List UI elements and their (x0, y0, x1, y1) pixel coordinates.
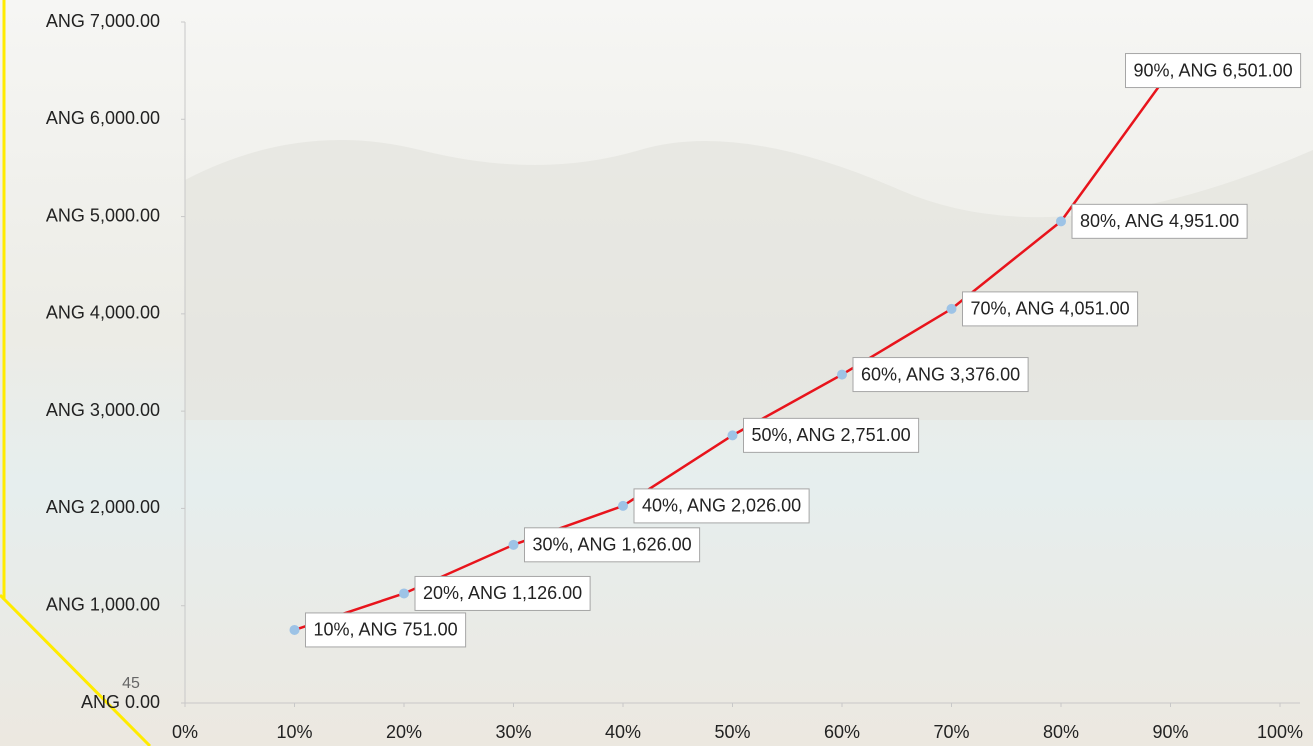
data-label-box (633, 488, 810, 524)
y-tick-label: ANG 5,000.00 (46, 205, 160, 225)
x-tick-label: 40% (605, 722, 641, 742)
marker (837, 369, 847, 380)
x-tick-label: 80% (1043, 722, 1079, 742)
marker (1056, 216, 1066, 227)
marker (946, 303, 957, 314)
marker (508, 539, 519, 550)
marker (289, 624, 300, 635)
x-tick-label: 0% (172, 722, 198, 742)
data-label: 40%, ANG 2,026.00 (642, 496, 801, 516)
x-tick-label: 10% (276, 722, 312, 742)
y-tick-label: ANG 7,000.00 (46, 11, 160, 31)
data-label: 70%, ANG 4,051.00 (971, 299, 1130, 319)
x-tick-label: 20% (386, 722, 422, 742)
y-tick-label: ANG 6,000.00 (46, 108, 160, 128)
data-label-box (1125, 53, 1302, 89)
data-label: 80%, ANG 4,951.00 (1080, 211, 1239, 231)
data-label: 10%, ANG 751.00 (314, 620, 458, 640)
data-label-box (524, 527, 701, 563)
y-tick-label: ANG 4,000.00 (46, 303, 160, 323)
data-label-box (1071, 203, 1248, 239)
data-label-box (852, 357, 1029, 393)
data-label: 50%, ANG 2,751.00 (752, 425, 911, 445)
page-number: 45 (122, 675, 140, 692)
data-label: 30%, ANG 1,626.00 (533, 535, 692, 555)
data-label: 20%, ANG 1,126.00 (423, 583, 582, 603)
data-label: 90%, ANG 6,501.00 (1134, 60, 1293, 80)
decor-line (0, 593, 152, 746)
y-tick-label: ANG 0.00 (81, 692, 160, 712)
data-label-box (305, 612, 467, 648)
y-tick-label: ANG 2,000.00 (46, 497, 160, 517)
x-tick-label: 30% (495, 722, 531, 742)
marker (618, 500, 628, 511)
marker (727, 430, 738, 441)
background-hills (185, 140, 1313, 420)
y-tick-label: ANG 1,000.00 (46, 594, 160, 614)
y-tick-label: ANG 3,000.00 (46, 400, 160, 420)
data-label-box (743, 417, 920, 453)
data-label-box (962, 291, 1139, 327)
data-label: 60%, ANG 3,376.00 (861, 364, 1020, 384)
x-tick-label: 100% (1257, 722, 1303, 742)
x-tick-label: 50% (714, 722, 750, 742)
x-tick-label: 60% (824, 722, 860, 742)
x-tick-label: 90% (1152, 722, 1188, 742)
x-tick-label: 70% (933, 722, 969, 742)
data-label-box (414, 575, 591, 611)
marker (399, 588, 409, 599)
